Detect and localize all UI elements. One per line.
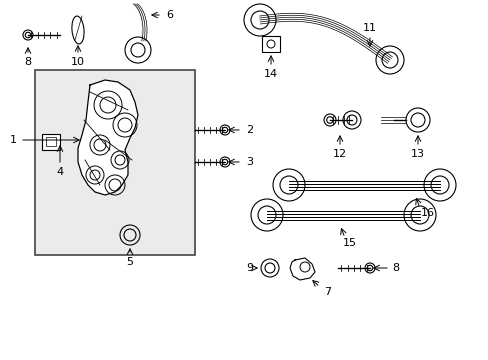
Text: 3: 3 [246, 157, 253, 167]
Text: 13: 13 [410, 149, 424, 159]
Polygon shape [289, 258, 314, 280]
Text: 6: 6 [166, 10, 173, 20]
Text: 10: 10 [71, 57, 85, 67]
Polygon shape [78, 80, 138, 195]
Bar [35, 70, 195, 255]
Bar [42, 134, 60, 150]
Text: 12: 12 [332, 149, 346, 159]
Text: 5: 5 [126, 257, 133, 267]
Text: 15: 15 [342, 238, 356, 248]
Text: 2: 2 [246, 125, 253, 135]
Ellipse shape [72, 16, 84, 44]
Text: 4: 4 [56, 167, 63, 177]
Text: 11: 11 [362, 23, 376, 33]
Text: 14: 14 [264, 69, 278, 79]
Bar [262, 36, 280, 52]
Text: 9: 9 [245, 263, 252, 273]
Text: 8: 8 [392, 263, 399, 273]
Text: 8: 8 [24, 57, 32, 67]
Text: 1: 1 [9, 135, 17, 145]
Bar [46, 137, 56, 146]
Text: 16: 16 [420, 208, 434, 218]
Text: 7: 7 [324, 287, 331, 297]
